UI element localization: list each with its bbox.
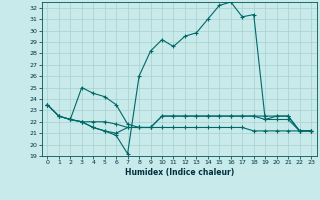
X-axis label: Humidex (Indice chaleur): Humidex (Indice chaleur)	[124, 168, 234, 177]
